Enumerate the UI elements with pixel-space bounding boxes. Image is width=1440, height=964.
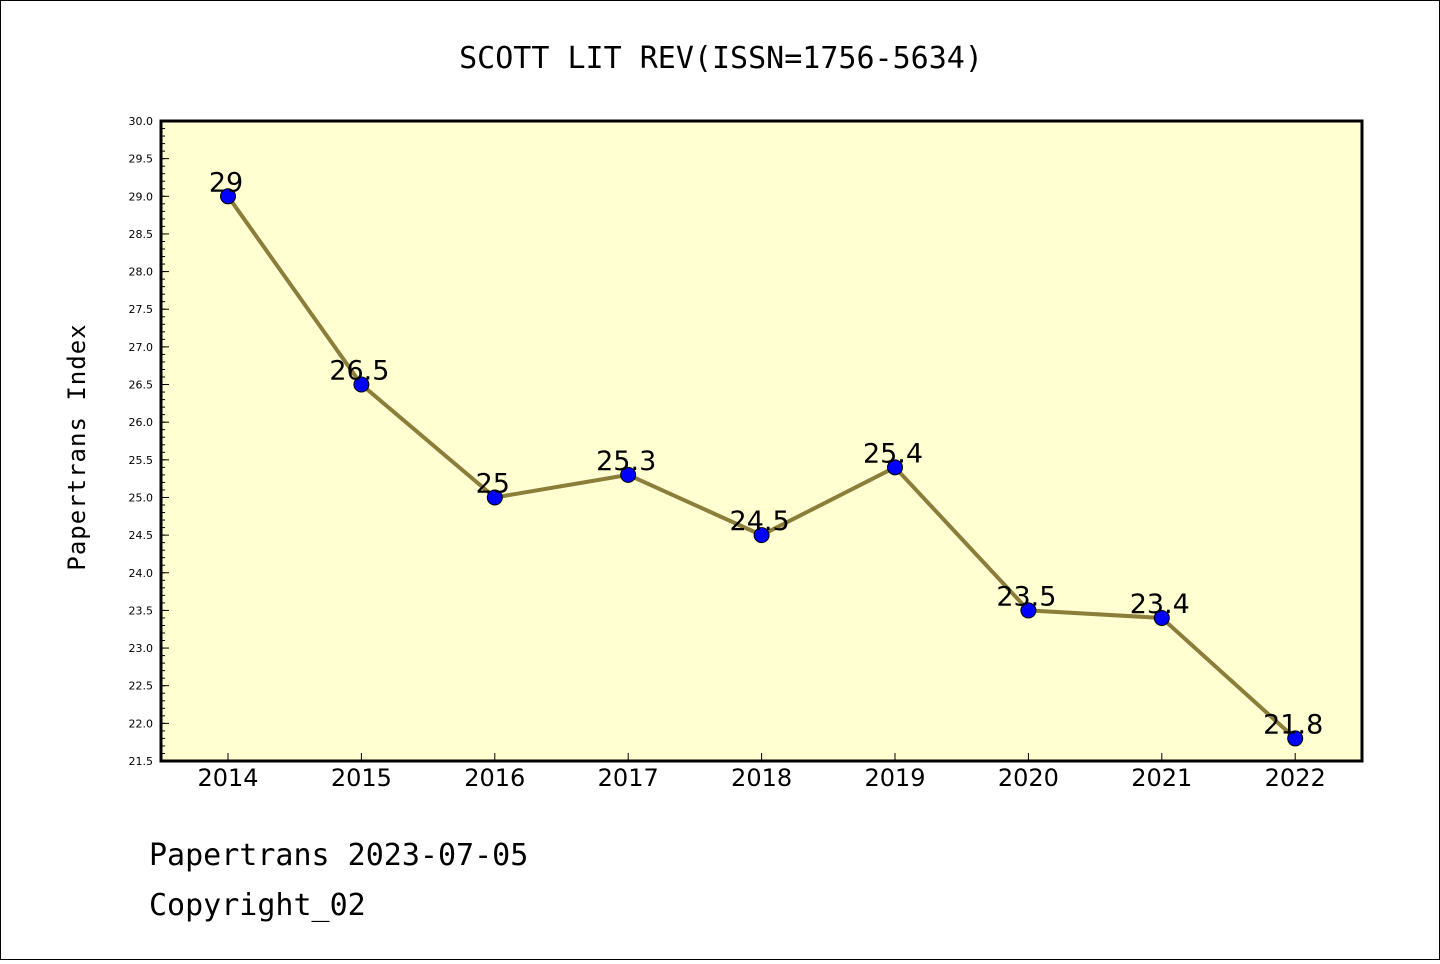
data-point: [220, 188, 236, 205]
x-tick-label: 2016: [464, 764, 525, 792]
x-tick-label: 2020: [998, 764, 1059, 792]
x-tick-label: 2022: [1265, 764, 1326, 792]
y-tick-label: 28.0: [129, 266, 154, 279]
y-tick-label: 28.5: [129, 228, 154, 241]
data-point: [620, 466, 637, 483]
y-tick-label: 23.0: [129, 642, 154, 655]
x-tick-label: 2019: [864, 764, 925, 792]
y-tick-label: 27.0: [129, 341, 154, 354]
y-tick-label: 27.5: [129, 303, 154, 316]
footer-date: Papertrans 2023-07-05: [149, 838, 528, 873]
data-point: [1153, 609, 1170, 626]
y-tick-label: 30.0: [129, 115, 154, 128]
data-label: 23.4: [1130, 589, 1190, 620]
data-point: [887, 459, 903, 476]
x-axis: 2014 2015 2016 2017 2018 2019 2020 2021 2022: [197, 753, 1326, 792]
data-point: [753, 527, 770, 544]
data-point: [486, 489, 503, 506]
y-tick-label: 26.5: [129, 379, 154, 392]
chart-title: SCOTT LIT REV(ISSN=1756-5634): [459, 41, 983, 76]
y-tick-label: 25.0: [129, 491, 154, 504]
y-tick-label: 29.0: [129, 190, 154, 203]
data-label: 21.8: [1263, 709, 1323, 740]
data-label: 25.4: [863, 438, 923, 469]
y-tick-label: 24.5: [129, 529, 154, 542]
y-tick-label: 26.0: [129, 416, 154, 429]
data-label: 25: [476, 468, 510, 499]
plot-area: [159, 119, 1364, 763]
data-label: 25.3: [596, 446, 656, 477]
x-tick-label: 2018: [731, 764, 792, 792]
x-tick-label: 2021: [1131, 764, 1192, 792]
y-tick-label: 24.0: [129, 567, 154, 580]
data-label: 23.5: [996, 581, 1056, 612]
x-tick-label: 2014: [197, 764, 258, 792]
x-tick-label: 2015: [331, 764, 392, 792]
footer-copyright: Copyright_02: [149, 888, 366, 923]
y-tick-label: 29.5: [129, 153, 154, 166]
y-tick-label: 22.5: [129, 680, 154, 693]
y-axis-label: Papertrans Index: [63, 323, 91, 570]
x-tick-label: 2017: [598, 764, 659, 792]
y-tick-label: 22.0: [129, 717, 154, 730]
data-label: 24.5: [730, 506, 790, 537]
series-layer: 29 26.5 25 25.3 24.5 25.4 23.5 23.4 21.8: [209, 167, 1323, 747]
y-axis: 21.5 22.0 22.5 23.0 23.5 24.0 24.5 25.0 25.5 26.0…: [129, 115, 169, 768]
data-label: 29: [209, 167, 243, 198]
y-tick-label: 21.5: [129, 755, 154, 768]
data-point: [353, 376, 370, 393]
data-point: [1287, 730, 1304, 747]
data-label: 26.5: [329, 356, 389, 387]
y-tick-label: 23.5: [129, 604, 154, 617]
y-tick-label: 25.5: [129, 454, 154, 467]
data-point: [1020, 602, 1037, 619]
